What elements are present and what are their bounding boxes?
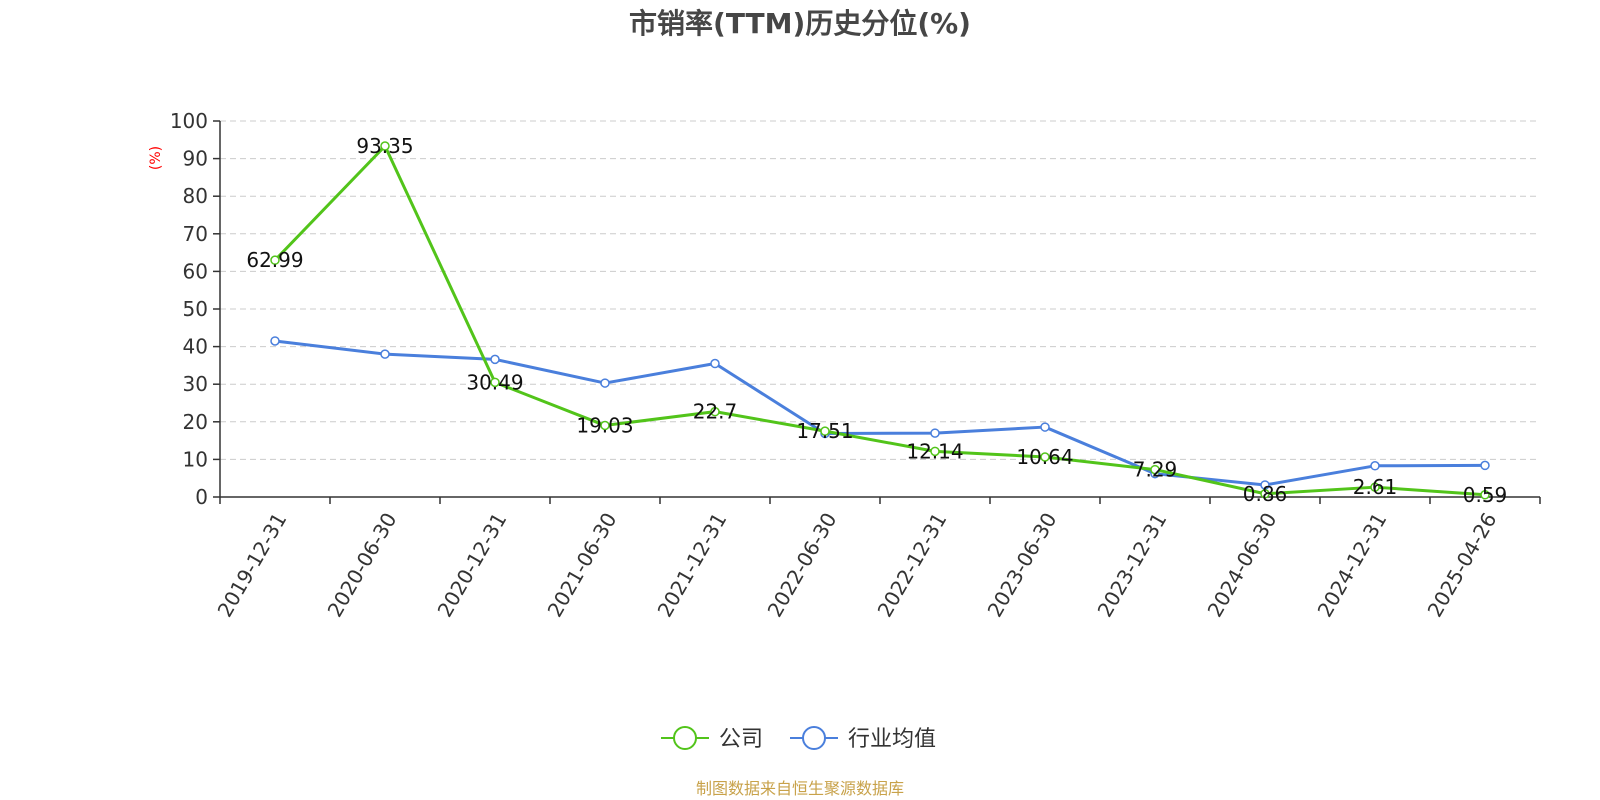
series-line-0	[273, 144, 1486, 497]
x-tick-label: 2023-12-31	[1093, 509, 1172, 622]
y-tick-label: 80	[183, 184, 208, 208]
legend[interactable]: 公司 行业均值	[661, 726, 936, 752]
legend-item-1[interactable]: 行业均值	[790, 726, 936, 752]
data-label: 30.49	[466, 370, 523, 394]
legend-item-0[interactable]: 公司	[661, 726, 763, 752]
data-point[interactable]	[930, 428, 940, 438]
data-point[interactable]	[1480, 490, 1490, 500]
data-point[interactable]	[930, 446, 940, 457]
y-tick-label: 50	[183, 297, 208, 321]
data-point[interactable]	[1040, 452, 1050, 462]
data-point[interactable]	[710, 406, 720, 417]
y-axis-label: (%)	[148, 146, 164, 170]
chart-title: 市销率(TTM)历史分位(%)	[629, 7, 971, 40]
grid-lines	[220, 120, 1540, 460]
legend-marker	[673, 726, 697, 750]
x-tick-label: 2022-12-31	[873, 509, 952, 622]
data-label: 10.64	[1016, 445, 1073, 469]
x-tick-label: 2020-06-30	[323, 509, 402, 622]
data-point[interactable]	[490, 354, 500, 365]
series-line-1	[274, 339, 1486, 487]
source-note: 制图数据来自恒生聚源数据库	[696, 779, 904, 798]
y-tick-label: 90	[183, 147, 208, 171]
y-tick-label: 30	[183, 372, 208, 396]
data-label: 22.7	[693, 400, 738, 424]
data-label: 19.03	[576, 413, 633, 437]
data-point[interactable]	[380, 349, 390, 359]
data-point[interactable]	[820, 426, 830, 436]
data-label: 12.14	[906, 439, 963, 463]
data-point[interactable]	[1150, 464, 1160, 475]
x-tick-label: 2021-12-31	[653, 509, 732, 622]
data-point[interactable]	[270, 255, 280, 265]
y-tick-label: 60	[183, 259, 208, 283]
data-point[interactable]	[1370, 482, 1380, 492]
y-tick-label: 100	[170, 109, 208, 133]
series-lines	[270, 141, 1490, 500]
data-label: 2.61	[1353, 475, 1398, 499]
x-tick-label: 2022-06-30	[763, 509, 842, 622]
legend-label: 公司	[719, 727, 763, 752]
data-label: 93.35	[356, 134, 413, 158]
y-tick-label: 20	[183, 410, 208, 434]
x-tick-label: 2019-12-31	[213, 509, 292, 622]
legend-label: 行业均值	[848, 727, 936, 752]
data-label: 0.86	[1243, 482, 1288, 506]
data-label: 17.51	[796, 419, 853, 443]
data-point[interactable]	[490, 377, 500, 388]
data-point[interactable]	[1040, 422, 1050, 432]
y-tick-label: 10	[183, 447, 208, 471]
x-tick-label: 2024-12-31	[1313, 509, 1392, 622]
x-tick-label: 2024-06-30	[1203, 509, 1282, 622]
data-point[interactable]	[600, 420, 610, 431]
data-point[interactable]	[1260, 480, 1270, 490]
data-point[interactable]	[710, 358, 720, 369]
x-tick-label: 2023-06-30	[983, 509, 1062, 622]
data-labels: 62.99 93.35 30.49 19.03 22.7 17.51 12.14 10.64 7…	[246, 134, 1507, 507]
data-point[interactable]	[270, 336, 280, 346]
axes: 0 10 20 30 40 50 60 70 80 90 100 2019-12-31 2020-06-…	[170, 109, 1541, 622]
legend-marker	[802, 726, 826, 750]
data-point[interactable]	[380, 141, 390, 151]
data-label: 0.59	[1463, 483, 1508, 507]
x-tick-label: 2025-04-26	[1423, 509, 1502, 622]
data-point[interactable]	[1480, 460, 1490, 471]
data-label: 7.29	[1133, 458, 1178, 482]
y-tick-label: 40	[183, 335, 208, 359]
data-point[interactable]	[1370, 461, 1380, 471]
data-point[interactable]	[600, 378, 610, 388]
x-tick-label: 2021-06-30	[543, 509, 622, 622]
x-tick-label: 2020-12-31	[433, 509, 512, 622]
data-point[interactable]	[1260, 489, 1270, 499]
y-tick-label: 70	[183, 222, 208, 246]
data-label: 62.99	[246, 248, 303, 272]
y-tick-label: 0	[195, 485, 208, 509]
